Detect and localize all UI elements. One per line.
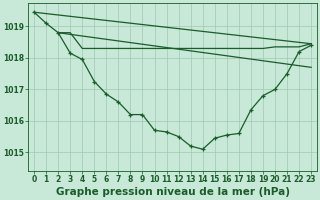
X-axis label: Graphe pression niveau de la mer (hPa): Graphe pression niveau de la mer (hPa): [56, 187, 290, 197]
